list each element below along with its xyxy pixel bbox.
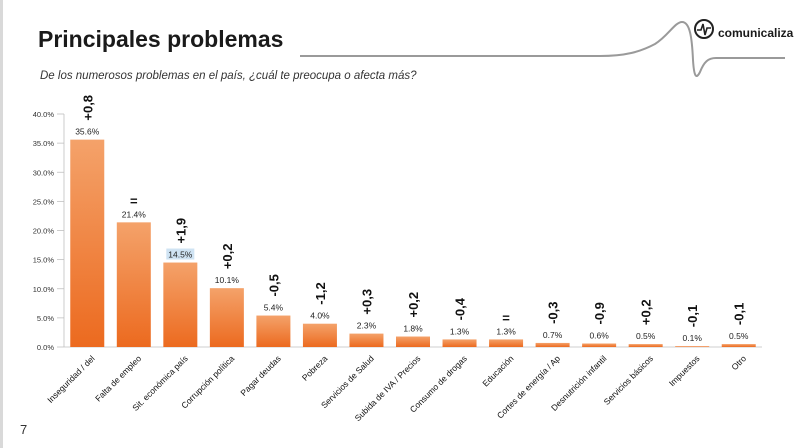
bar bbox=[349, 333, 384, 347]
bar bbox=[675, 346, 710, 347]
page-title: Principales problemas bbox=[38, 26, 284, 52]
bar bbox=[628, 344, 663, 347]
wave-logo-icon bbox=[694, 19, 714, 39]
page-number: 7 bbox=[20, 422, 28, 437]
value-label: 21.4% bbox=[122, 209, 147, 219]
change-label: = bbox=[130, 193, 138, 208]
category-label: Impuestos bbox=[667, 353, 702, 388]
change-label: +0,8 bbox=[80, 95, 95, 121]
change-label: +0,2 bbox=[220, 243, 235, 269]
value-label: 5.4% bbox=[264, 303, 284, 313]
y-tick-label: 0.0% bbox=[37, 343, 54, 352]
y-tick-label: 10.0% bbox=[33, 285, 55, 294]
value-label: 4.0% bbox=[310, 311, 330, 321]
change-label: -0,3 bbox=[546, 302, 561, 324]
change-label: -0,1 bbox=[732, 303, 747, 325]
change-label: -0,1 bbox=[685, 305, 700, 327]
change-label: +0,2 bbox=[639, 299, 654, 325]
value-label: 0.5% bbox=[729, 331, 749, 341]
category-label: Otro bbox=[729, 353, 748, 372]
category-label: Falta de empleo bbox=[93, 353, 143, 403]
change-label: +0,2 bbox=[406, 292, 421, 318]
value-label: 1.3% bbox=[496, 326, 516, 336]
bar bbox=[209, 288, 244, 347]
bar bbox=[256, 315, 291, 347]
category-label: Pobreza bbox=[300, 353, 330, 383]
value-label: 0.6% bbox=[589, 331, 609, 341]
bar bbox=[163, 262, 198, 347]
change-label: +0,3 bbox=[359, 289, 374, 315]
category-label: Pagar deudas bbox=[238, 353, 283, 398]
y-tick-label: 40.0% bbox=[33, 110, 55, 119]
bar bbox=[535, 342, 570, 347]
bar bbox=[70, 139, 105, 347]
y-tick-label: 5.0% bbox=[37, 314, 54, 323]
value-label: 10.1% bbox=[215, 275, 240, 285]
logo-text: comunicaliza bbox=[718, 26, 794, 40]
value-label: 35.6% bbox=[75, 127, 100, 137]
y-tick-label: 15.0% bbox=[33, 256, 55, 265]
bar bbox=[721, 344, 756, 347]
change-label: -0,9 bbox=[592, 302, 607, 324]
value-label: 1.3% bbox=[450, 326, 470, 336]
value-label-highlight bbox=[166, 248, 195, 260]
bar bbox=[116, 222, 151, 347]
change-label: -0,5 bbox=[266, 274, 281, 296]
value-label: 0.5% bbox=[636, 331, 656, 341]
change-label: = bbox=[502, 310, 510, 325]
value-label: 0.7% bbox=[543, 330, 563, 340]
change-label: +1,9 bbox=[173, 218, 188, 244]
y-tick-label: 35.0% bbox=[33, 139, 55, 148]
y-tick-label: 30.0% bbox=[33, 168, 55, 177]
category-label: Inseguridad / del bbox=[45, 353, 97, 405]
bar bbox=[582, 343, 617, 347]
bar bbox=[489, 339, 524, 347]
value-label: 1.8% bbox=[403, 324, 423, 334]
bar bbox=[302, 323, 337, 347]
category-label: Servicios básicos bbox=[602, 353, 656, 407]
y-tick-label: 20.0% bbox=[33, 227, 55, 236]
value-label: 14.5% bbox=[168, 250, 193, 260]
y-tick-label: 25.0% bbox=[33, 197, 55, 206]
value-label: 2.3% bbox=[357, 321, 377, 331]
change-label: -1,2 bbox=[313, 282, 328, 304]
left-edge-bar bbox=[0, 0, 3, 448]
category-label: Educación bbox=[480, 353, 515, 388]
value-label: 0.1% bbox=[683, 333, 703, 343]
bar bbox=[442, 339, 477, 347]
bar bbox=[396, 336, 430, 347]
change-label: -0,4 bbox=[453, 297, 468, 320]
